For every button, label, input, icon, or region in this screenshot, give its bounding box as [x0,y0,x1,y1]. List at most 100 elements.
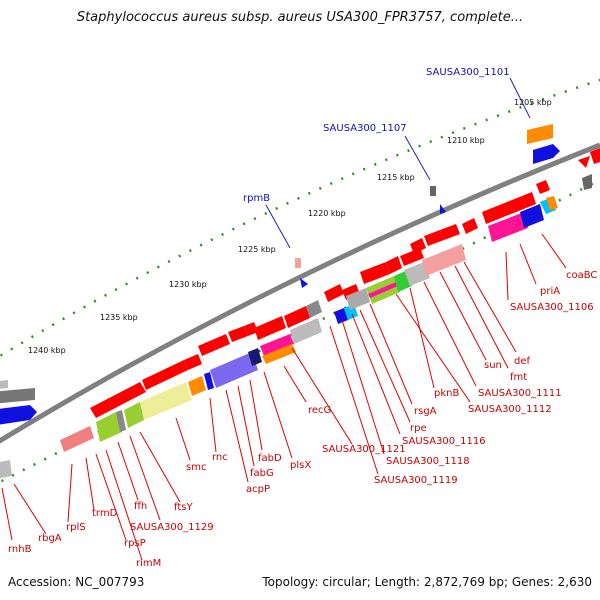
gene-label: fmt [510,372,527,383]
gene-label: ffh [134,501,147,512]
gene-block [184,354,202,370]
gene-block [582,174,592,190]
scale-label: 1230 kbp [169,280,207,289]
gene-block [212,334,230,350]
gene-block [360,262,390,284]
gene-block [300,278,308,288]
gene-label: plsX [290,460,311,471]
accession-label: Accession: NC_007793 [8,575,145,589]
gene-label: rplS [66,522,86,533]
gene-label: sun [484,360,502,371]
gene-block [410,238,426,254]
gene-block [290,318,322,344]
gene-label: rbgA [38,533,62,544]
gene-block [90,382,146,418]
gene-block [346,288,370,310]
gene-block [0,388,35,404]
gene-label: SAUSA300_1116 [402,436,486,447]
genome-summary-label: Topology: circular; Length: 2,872,769 bp… [262,575,592,589]
gene-block [334,308,348,324]
highlighted-gene-label: SAUSA300_1107 [323,123,407,134]
gene-block [260,334,294,356]
gene-block [482,196,526,224]
gene-block [96,412,122,442]
gene-block [116,410,126,432]
gene-block [462,218,478,234]
gene-label: SAUSA300_1106 [510,302,594,313]
gene-label: fabD [258,453,282,464]
scale-label: 1215 kbp [377,173,415,182]
highlight-callout-lines [265,77,531,249]
gene-block [488,212,528,242]
scale-label: 1235 kbp [100,313,138,322]
gene-label: SAUSA300_1129 [130,522,214,533]
gene-label: trmD [92,508,118,519]
gene-block [404,262,430,286]
gene-label: SAUSA300_1119 [374,475,458,486]
gene-block [188,376,206,396]
gene-block [228,326,248,342]
gene-block [244,322,258,336]
gene-label: def [514,356,531,367]
gene-label: smc [186,462,206,473]
gene-block [590,148,600,164]
gene-block [430,186,436,196]
backbone-ring [0,142,600,444]
gene-block [295,258,301,268]
map-title: Staphylococcus aureus subsp. aureus USA3… [76,10,524,25]
reverse-strand-features [0,174,592,479]
gene-block [422,244,466,276]
gene-block [324,284,344,302]
gene-block [0,405,37,425]
gene-block [262,344,296,364]
gene-block [578,156,590,168]
gene-block [60,426,94,452]
gene-block [400,248,424,266]
gene-label: rimM [136,558,161,569]
gene-block [533,144,560,164]
gene-callout-lines [1,233,567,561]
gene-label: acpP [246,484,270,495]
gene-label: rpsP [124,538,146,549]
gene-block [527,124,553,144]
gene-block [248,348,262,366]
gene-label: ftsY [174,502,193,513]
gene-label: SAUSA300_1112 [468,404,552,415]
scale-ring-dotted [0,78,600,358]
scale-label: 1210 kbp [447,136,485,145]
gene-block [210,352,258,388]
scale-label: 1225 kbp [238,245,276,254]
gene-label: coaBC [566,270,597,281]
gene-label: recG [308,405,331,416]
gene-block [0,380,8,389]
gene-block [140,382,192,420]
gene-block [198,340,216,356]
gene-label: SAUSA300_1121 [322,444,406,455]
gene-label: fabG [250,468,274,479]
gene-label: rnc [212,452,228,463]
gene-block [368,282,398,298]
gene-label: rsgA [414,406,437,417]
gene-label: rnhB [8,544,32,555]
gene-block [306,300,322,318]
gene-label: SAUSA300_1118 [386,456,470,467]
gene-block [520,204,544,228]
gene-block [546,196,558,210]
gene-label: SAUSA300_1111 [478,388,562,399]
gene-label: pknB [434,388,459,399]
gene-block [142,360,188,390]
gene-block [254,316,286,340]
gene-label: rpe [410,423,427,434]
gene-block [522,192,536,208]
gene-label: priA [540,286,560,297]
gene-block [386,256,402,274]
gene-block [204,372,214,390]
scale-label: 1220 kbp [308,209,346,218]
gene-block [284,306,310,328]
gene-block [124,402,144,428]
scale-label: 1240 kbp [28,346,66,355]
highlighted-gene-label: SAUSA300_1101 [426,67,510,78]
forward-strand-features [0,124,600,425]
